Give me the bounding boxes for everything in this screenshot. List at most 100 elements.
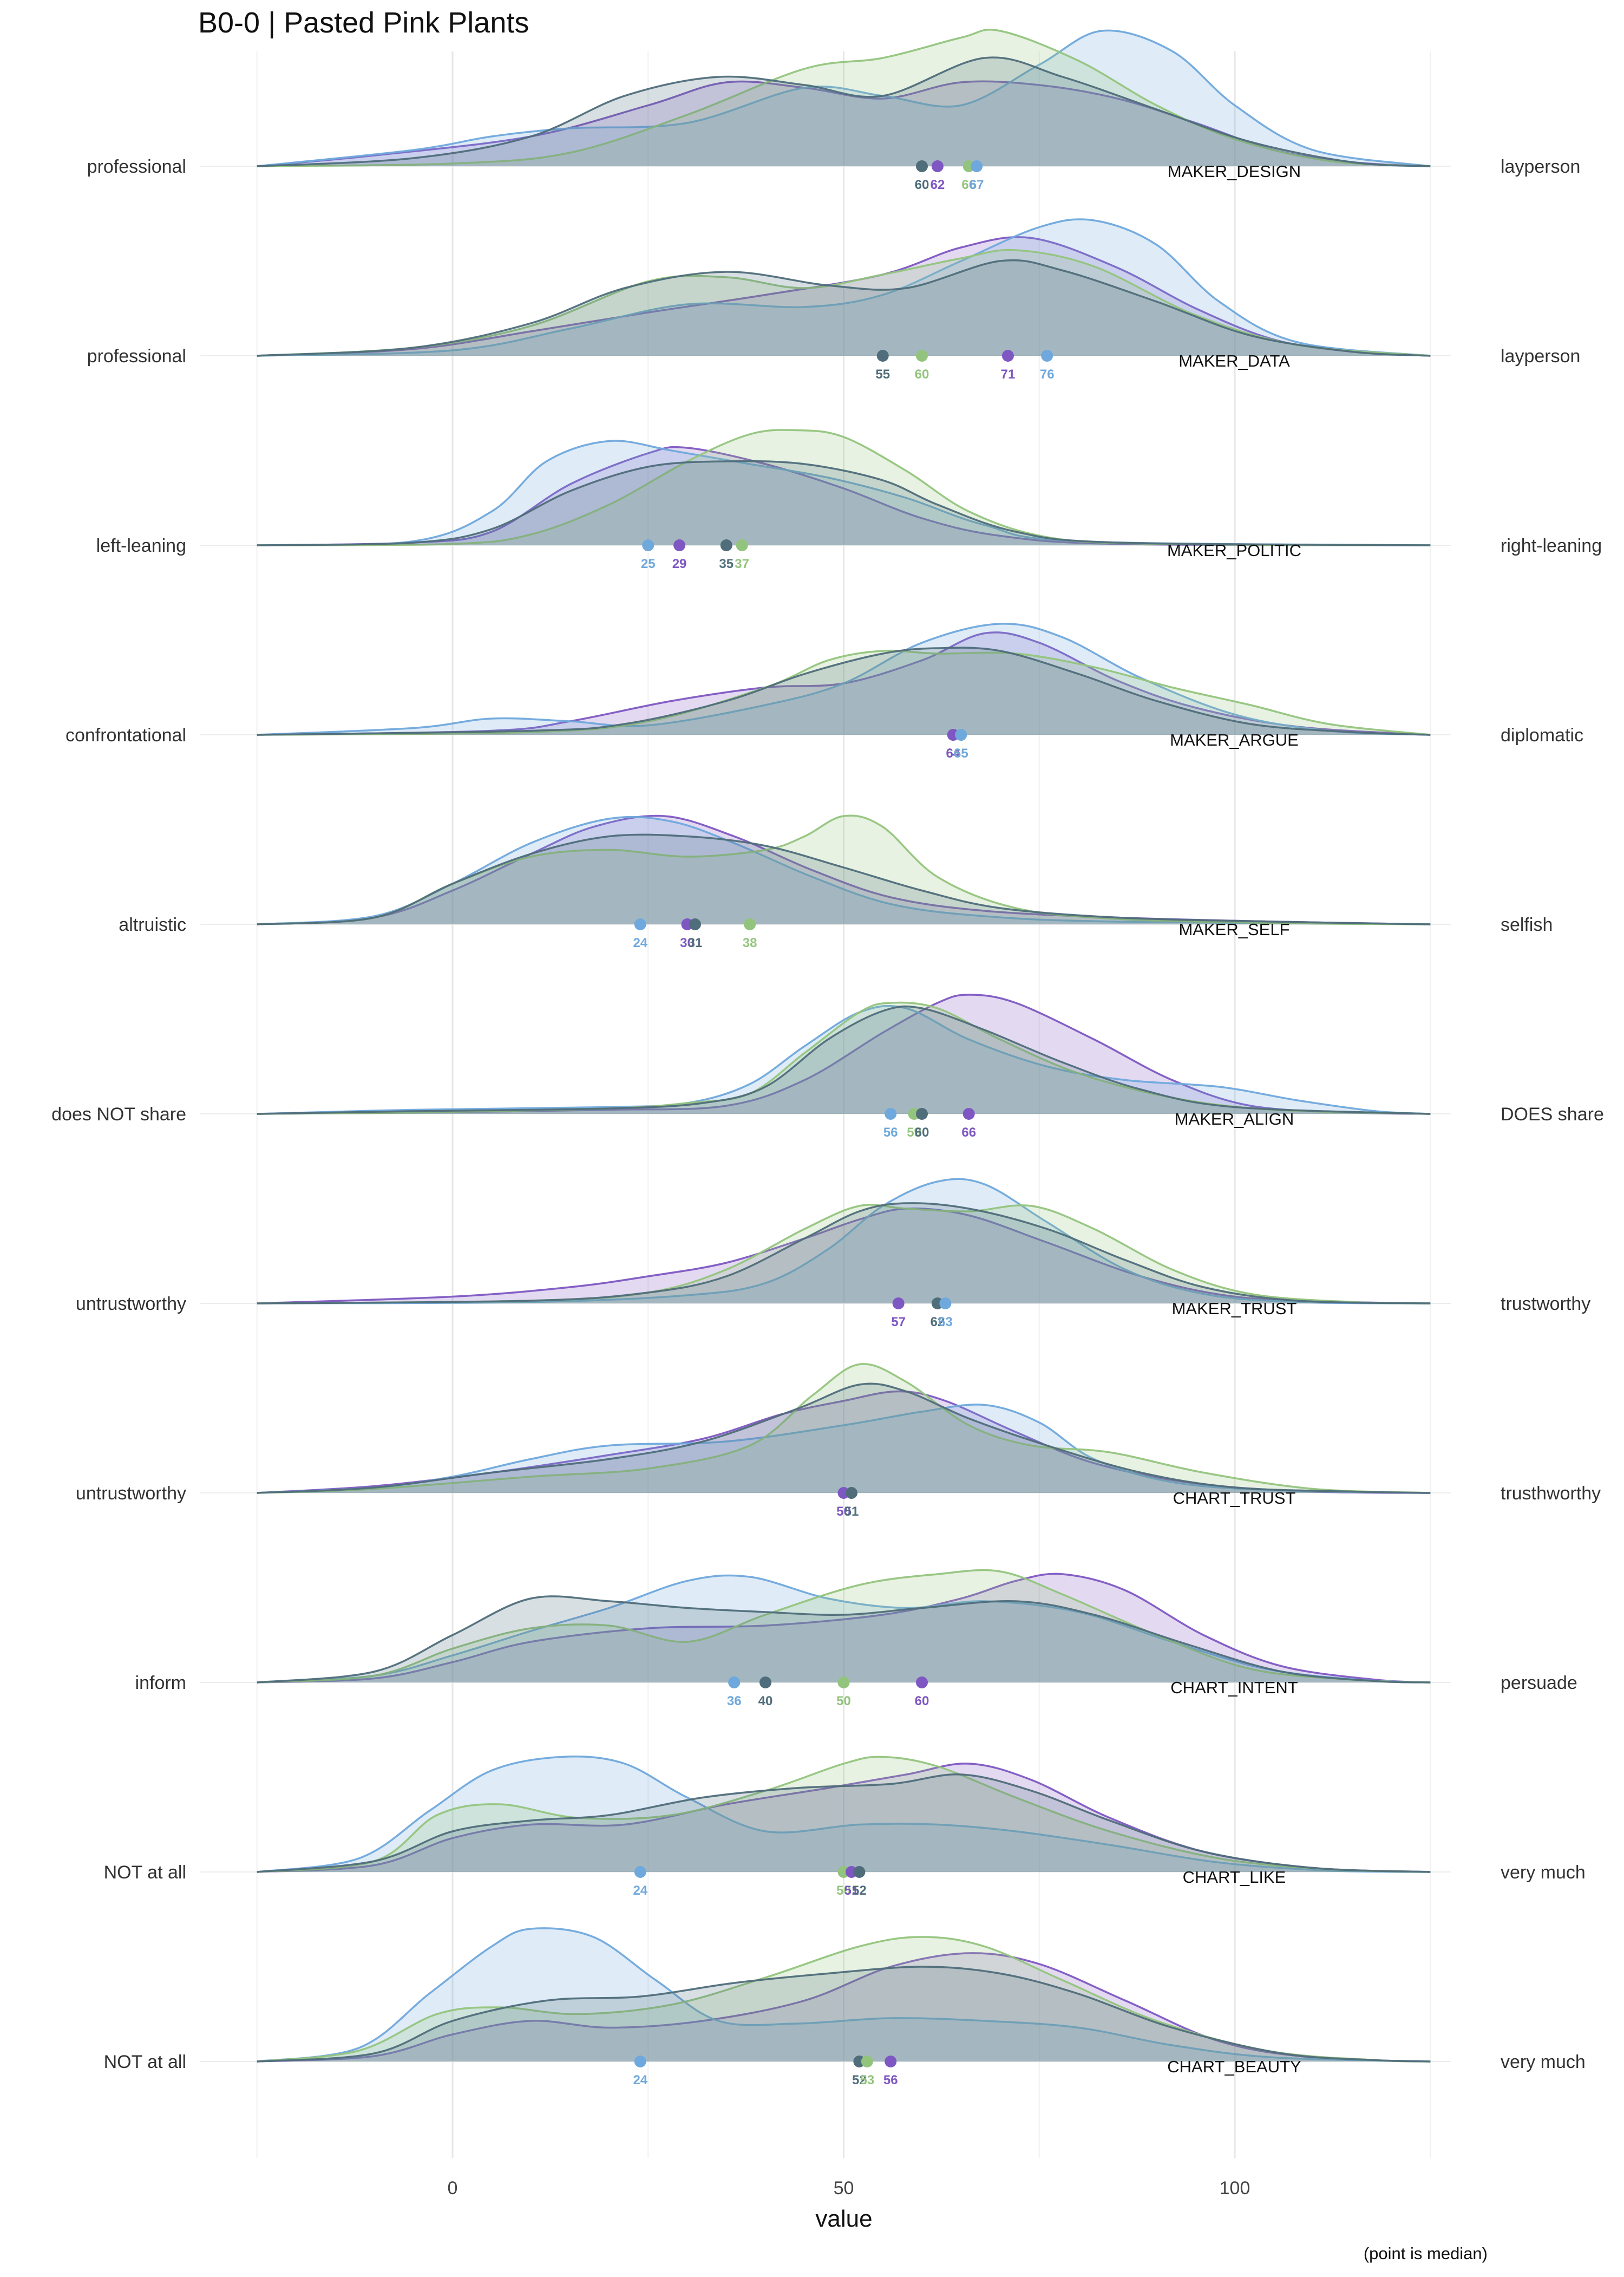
median-label-purple: 51 [844, 1883, 859, 1898]
median-point-slate [689, 918, 701, 930]
median-label-blue: 24 [633, 2073, 647, 2087]
density-area-purple [257, 237, 1431, 356]
x-tick-label: 0 [448, 2178, 458, 2198]
row-left-label: professional [87, 156, 186, 177]
density-area-blue [257, 1006, 1431, 1114]
density-line-green [257, 29, 1431, 167]
median-label-blue: 25 [641, 557, 656, 571]
row-variable-label: MAKER_ARGUE [1170, 730, 1299, 749]
density-area-blue [257, 623, 1431, 735]
density-area-blue [257, 1179, 1431, 1303]
median-point-blue [971, 160, 983, 172]
median-label-green: 50 [836, 1694, 851, 1708]
row-right-label: diplomatic [1501, 725, 1583, 746]
density-line-slate [257, 1595, 1431, 1684]
median-label-purple: 29 [672, 557, 687, 571]
median-point-slate [720, 539, 732, 551]
density-line-slate [257, 1773, 1431, 1873]
row-variable-label: MAKER_TRUST [1172, 1299, 1297, 1318]
median-point-slate [853, 1866, 866, 1878]
density-line-blue [257, 29, 1431, 167]
row-left-label: untrustworthy [76, 1294, 186, 1314]
median-point-slate [916, 160, 928, 172]
density-area-slate [257, 1967, 1431, 2061]
density-area-purple [257, 1574, 1431, 1682]
median-label-purple: 60 [915, 1694, 929, 1708]
median-label-green: 53 [860, 2073, 874, 2087]
median-label-blue: 24 [633, 936, 647, 950]
row-variable-label: CHART_TRUST [1173, 1489, 1296, 1508]
density-line-blue [257, 1927, 1431, 2063]
median-point-green [744, 918, 756, 930]
median-label-green: 38 [743, 936, 757, 950]
density-area-blue [257, 817, 1431, 924]
x-axis-label: value [815, 2206, 872, 2232]
median-point-green [916, 350, 928, 362]
row-variable-label: CHART_BEAUTY [1167, 2057, 1301, 2076]
median-label-green: 59 [907, 1125, 921, 1140]
density-line-purple [257, 236, 1431, 357]
row-variable-label: MAKER_DATA [1178, 351, 1290, 370]
density-area-slate [257, 260, 1431, 356]
density-area-purple [257, 1208, 1431, 1303]
median-label-purple: 64 [946, 746, 960, 761]
row-variable-label: CHART_INTENT [1170, 1678, 1298, 1697]
density-area-blue [257, 219, 1431, 356]
density-area-green [257, 1363, 1431, 1493]
median-point-green [861, 2056, 873, 2067]
median-point-green [837, 1676, 850, 1688]
median-label-blue: 63 [938, 1315, 953, 1329]
density-area-blue [257, 1928, 1431, 2061]
density-line-green [257, 1569, 1431, 1684]
density-line-slate [257, 259, 1431, 357]
density-line-slate [257, 460, 1431, 546]
density-line-slate [257, 833, 1431, 925]
median-label-purple: 66 [961, 1125, 976, 1140]
median-label-blue: 24 [633, 1883, 647, 1898]
density-line-purple [257, 631, 1431, 736]
density-line-blue [257, 1756, 1431, 1873]
density-area-green [257, 1570, 1431, 1682]
row-right-label: DOES share [1501, 1104, 1604, 1125]
row-right-label: very much [1501, 2052, 1586, 2072]
density-area-slate [257, 1203, 1431, 1303]
density-line-purple [257, 446, 1431, 546]
density-area-blue [257, 30, 1431, 167]
median-label-green: 65 [954, 746, 968, 761]
median-label-purple: 57 [891, 1315, 906, 1329]
row-left-label: altruistic [119, 915, 186, 935]
x-axis: 0 50 100 [448, 2178, 1250, 2198]
density-line-blue [257, 1178, 1431, 1304]
median-label-slate: 62 [931, 1315, 945, 1329]
density-line-slate [257, 1966, 1431, 2063]
median-label-purple: 71 [1001, 367, 1016, 382]
row-variable-label: MAKER_SELF [1178, 920, 1289, 939]
density-area-blue [257, 440, 1431, 545]
median-label-blue: 36 [727, 1694, 742, 1708]
density-line-slate [257, 1005, 1431, 1115]
row-variable-label: MAKER_POLITIC [1167, 541, 1301, 560]
median-point-purple [916, 1676, 928, 1688]
median-point-blue [634, 1866, 646, 1878]
density-area-purple [257, 1953, 1431, 2061]
row-left-label: confrontational [66, 725, 186, 746]
median-label-slate: 64 [946, 746, 960, 761]
median-label-slate: 40 [758, 1694, 773, 1708]
median-label-green: 37 [735, 557, 749, 571]
row-left-label: untrustworthy [76, 1483, 186, 1504]
median-label-blue: 65 [954, 746, 968, 761]
density-area-purple [257, 815, 1431, 924]
median-point-purple [1001, 350, 1014, 362]
median-point-blue [939, 1297, 952, 1309]
row-right-label: selfish [1501, 915, 1553, 935]
median-point-slate [916, 1108, 928, 1120]
median-label-blue: 56 [883, 1125, 898, 1140]
median-point-blue [955, 729, 967, 741]
median-point-blue [728, 1676, 741, 1688]
row-left-label: NOT at all [104, 2052, 186, 2072]
